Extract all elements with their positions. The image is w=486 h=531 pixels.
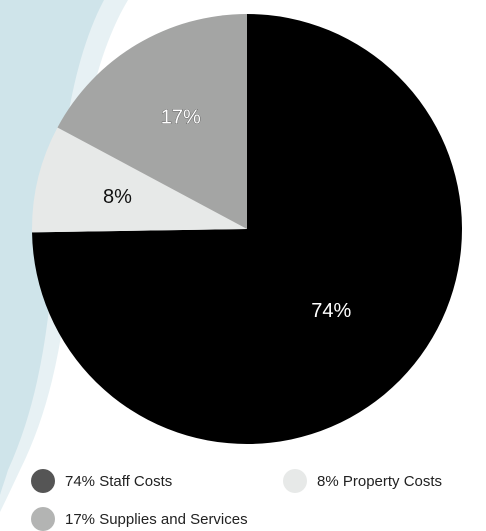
pie-slice-staff-costs bbox=[32, 14, 462, 444]
pie-label-property-costs: 8% bbox=[103, 186, 132, 208]
pie-slice-supplies-and-services bbox=[57, 14, 248, 229]
pie-label-supplies-and-services: 17% bbox=[161, 107, 201, 129]
pie-label-staff-costs: 74% bbox=[311, 300, 351, 322]
pie-slice-property-costs bbox=[32, 127, 247, 233]
